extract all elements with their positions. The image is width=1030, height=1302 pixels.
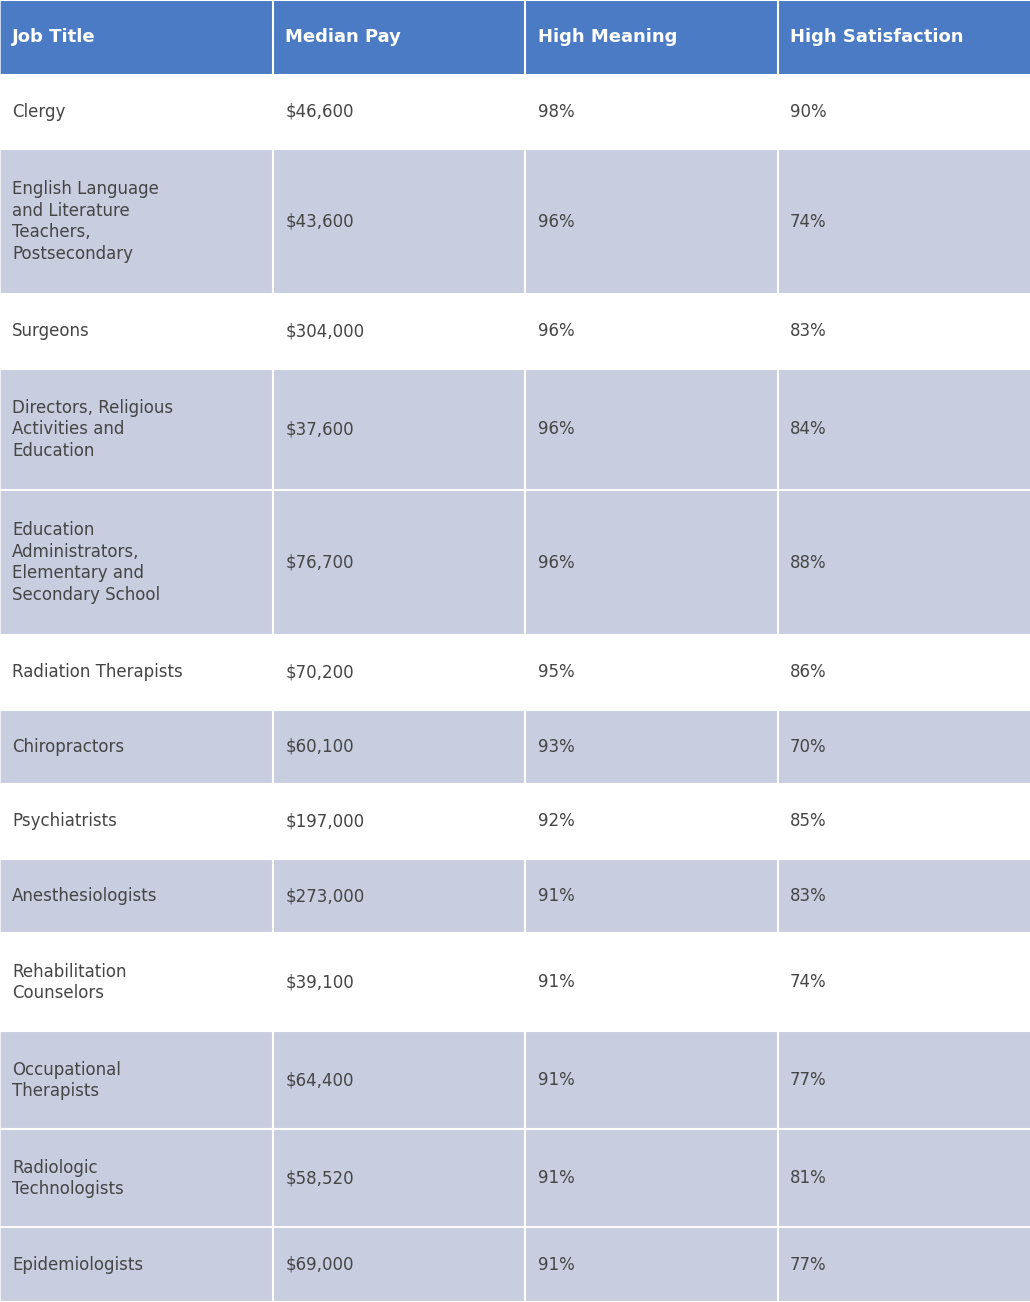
Bar [0,710,1030,784]
Bar [0,1031,1030,1129]
Text: 92%: 92% [538,812,575,831]
Text: 77%: 77% [790,1255,827,1273]
Bar [0,859,1030,934]
Text: Surgeons: Surgeons [12,323,90,340]
Bar [0,784,1030,859]
Bar [0,150,1030,294]
Text: English Language
and Literature
Teachers,
Postsecondary: English Language and Literature Teachers… [12,181,160,263]
Text: 91%: 91% [538,1072,575,1090]
Text: 74%: 74% [790,212,827,230]
Text: Occupational
Therapists: Occupational Therapists [12,1061,122,1100]
Bar [0,635,1030,710]
Bar [0,368,1030,490]
Text: 70%: 70% [790,738,827,756]
Text: 83%: 83% [790,887,827,905]
Text: $39,100: $39,100 [285,974,354,991]
Text: 96%: 96% [538,212,575,230]
Text: Education
Administrators,
Elementary and
Secondary School: Education Administrators, Elementary and… [12,521,161,604]
Text: Radiologic
Technologists: Radiologic Technologists [12,1159,124,1198]
Text: $304,000: $304,000 [285,323,365,340]
Text: 90%: 90% [790,103,827,121]
Text: Anesthesiologists: Anesthesiologists [12,887,158,905]
Text: 91%: 91% [538,887,575,905]
Text: $58,520: $58,520 [285,1169,354,1187]
Text: 74%: 74% [790,974,827,991]
Bar [0,294,1030,368]
Bar [0,1129,1030,1228]
Text: 84%: 84% [790,421,827,439]
Text: Clergy: Clergy [12,103,66,121]
Text: 96%: 96% [538,553,575,572]
Bar [0,1228,1030,1302]
Text: $70,200: $70,200 [285,663,354,681]
Text: 77%: 77% [790,1072,827,1090]
Text: $37,600: $37,600 [285,421,354,439]
Text: Radiation Therapists: Radiation Therapists [12,663,183,681]
Text: Psychiatrists: Psychiatrists [12,812,117,831]
Text: 95%: 95% [538,663,575,681]
Text: $46,600: $46,600 [285,103,354,121]
Text: Rehabilitation
Counselors: Rehabilitation Counselors [12,962,127,1003]
Text: High Satisfaction: High Satisfaction [790,29,963,47]
Text: $69,000: $69,000 [285,1255,354,1273]
Bar [0,490,1030,635]
Text: $43,600: $43,600 [285,212,354,230]
Text: High Meaning: High Meaning [538,29,677,47]
Text: 85%: 85% [790,812,827,831]
Text: Job Title: Job Title [12,29,96,47]
Text: 91%: 91% [538,974,575,991]
Text: 91%: 91% [538,1255,575,1273]
Text: 93%: 93% [538,738,575,756]
Text: 96%: 96% [538,421,575,439]
Text: Directors, Religious
Activities and
Education: Directors, Religious Activities and Educ… [12,398,173,460]
Bar [0,74,1030,150]
Text: Median Pay: Median Pay [285,29,402,47]
Bar [0,0,1030,74]
Text: Epidemiologists: Epidemiologists [12,1255,143,1273]
Text: $273,000: $273,000 [285,887,365,905]
Bar [0,934,1030,1031]
Text: 91%: 91% [538,1169,575,1187]
Text: 88%: 88% [790,553,827,572]
Text: Chiropractors: Chiropractors [12,738,125,756]
Text: $197,000: $197,000 [285,812,365,831]
Text: $64,400: $64,400 [285,1072,354,1090]
Text: $76,700: $76,700 [285,553,354,572]
Text: 86%: 86% [790,663,827,681]
Text: $60,100: $60,100 [285,738,354,756]
Text: 96%: 96% [538,323,575,340]
Text: 81%: 81% [790,1169,827,1187]
Text: 98%: 98% [538,103,575,121]
Text: 83%: 83% [790,323,827,340]
